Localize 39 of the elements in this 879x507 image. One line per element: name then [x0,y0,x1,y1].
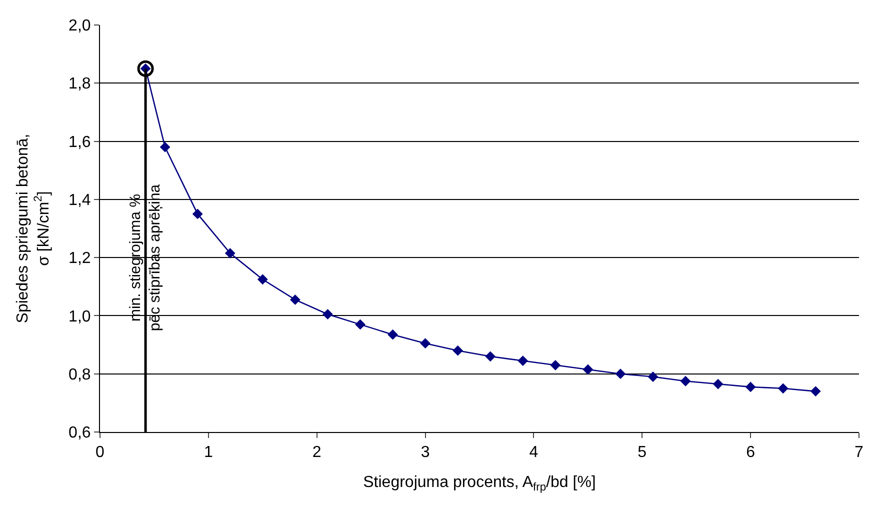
point [518,356,528,366]
point [420,338,430,349]
point [355,319,366,330]
point [224,248,236,258]
y-tick-label: 0,6 [68,424,91,442]
y-tick-label: 1,0 [68,308,91,326]
x-tick-label: 4 [529,444,538,462]
point [192,208,203,220]
x-tick-label: 5 [638,444,647,462]
point [290,294,300,305]
point [712,378,724,390]
point [322,309,333,320]
point [680,376,691,386]
x-tick-label: 1 [204,444,213,462]
point [810,386,821,396]
point [582,364,594,375]
point [485,351,496,362]
point [648,372,658,382]
x-tick-label: 2 [312,444,322,462]
x-tick-label: 0 [96,444,105,462]
point [160,142,170,152]
point [452,345,464,356]
x-tick-label: 7 [854,444,864,462]
y-tick-label: 2,0 [68,18,91,35]
y-tick-label: 1,2 [68,250,91,268]
point [615,368,626,380]
point [257,274,268,285]
x-axis-title: Stiegrojuma procents, A$_{frp}$/bd [%] [363,474,596,494]
y-tick-label: 1,4 [68,192,91,210]
point [778,383,788,394]
x-tick-label: 3 [420,444,430,462]
point [550,360,561,370]
point [137,60,154,77]
point [745,382,756,392]
point [388,329,398,340]
y-tick-label: 1,8 [68,76,91,93]
x-tick-label: 6 [746,444,756,462]
y-tick-label: 0,8 [68,366,91,384]
y-tick-label: 1,6 [68,134,91,151]
